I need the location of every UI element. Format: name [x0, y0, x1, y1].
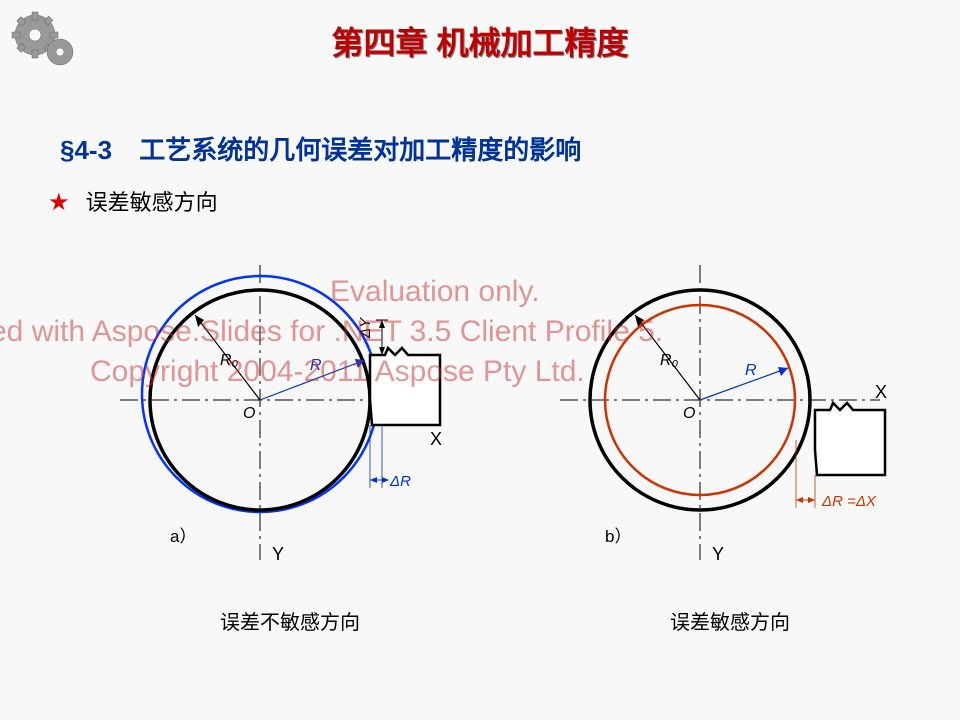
diagram-area: O X Y R₀ R ΔY ΔR a） 误差不敏感方向: [0, 260, 960, 640]
svg-text:X: X: [875, 382, 887, 402]
figure-a-svg: O X Y R₀ R ΔY ΔR a）: [80, 260, 500, 600]
section-title: 工艺系统的几何误差对加工精度的影响: [139, 135, 581, 165]
svg-text:X: X: [430, 429, 442, 449]
svg-text:Y: Y: [712, 544, 724, 564]
figure-a: O X Y R₀ R ΔY ΔR a） 误差不敏感方向: [80, 260, 500, 600]
svg-text:O: O: [683, 405, 695, 422]
fig-a-label: a）: [170, 527, 196, 546]
chapter-title: 第四章 机械加工精度: [0, 18, 960, 64]
figure-b-svg: O X Y R₀ R ΔR =ΔX b）: [520, 260, 940, 600]
section-number: §4-3: [60, 135, 112, 165]
fig-b-dR: ΔR =ΔX: [821, 493, 877, 510]
fig-a-dY: ΔY: [357, 317, 374, 339]
star-icon: ★: [48, 189, 70, 216]
chapter-title-text: 第四章 机械加工精度: [332, 25, 629, 61]
fig-a-R0: R₀: [220, 352, 239, 369]
bullet-row: ★ 误差敏感方向: [48, 185, 218, 217]
fig-a-caption: 误差不敏感方向: [80, 606, 500, 635]
fig-b-R: R: [745, 362, 757, 379]
svg-text:O: O: [243, 405, 255, 422]
bullet-text: 误差敏感方向: [86, 190, 218, 215]
figure-b: O X Y R₀ R ΔR =ΔX b） 误差敏感方向: [520, 260, 940, 600]
fig-b-label: b）: [605, 527, 631, 546]
fig-b-R0: R₀: [660, 352, 679, 369]
fig-b-caption: 误差敏感方向: [520, 606, 940, 635]
fig-a-R: R: [310, 357, 322, 374]
section-header: §4-3 工艺系统的几何误差对加工精度的影响: [60, 130, 581, 167]
fig-a-dR: ΔR: [389, 473, 411, 490]
svg-text:Y: Y: [272, 544, 284, 564]
